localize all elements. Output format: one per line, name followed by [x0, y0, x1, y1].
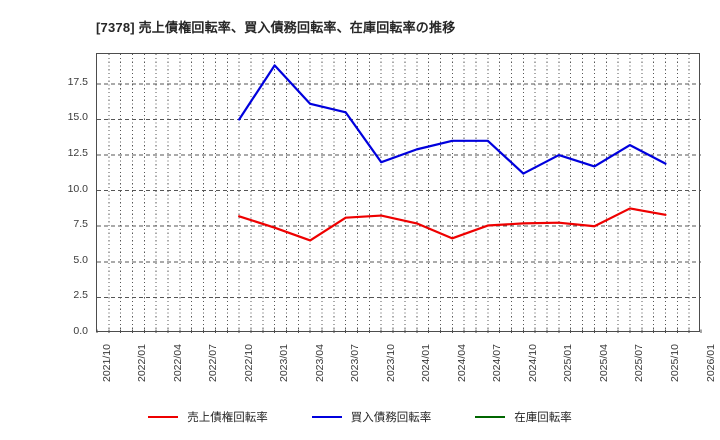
y-axis-tick-label: 5.0: [73, 253, 88, 266]
x-axis-tick-label: 2025/01: [562, 344, 575, 382]
x-axis-tick-label: 2022/04: [171, 344, 184, 382]
series-line: [238, 207, 667, 242]
plot-area: [96, 53, 702, 333]
legend-label: 買入債務回転率: [350, 412, 432, 424]
page-title: [7378] 売上債権回転率、買入債務回転率、在庫回転率の推移: [96, 20, 456, 35]
legend-item[interactable]: 在庫回転率: [475, 409, 572, 425]
legend-label: 売上債権回転率: [187, 412, 268, 424]
legend-item[interactable]: 売上債権回転率: [148, 409, 268, 425]
x-axis-tick-label: 2024/10: [526, 344, 539, 382]
x-axis-tick-label: 2023/04: [313, 344, 326, 382]
x-axis-tick-label: 2023/01: [278, 344, 291, 382]
y-axis-tick-label: 2.5: [73, 289, 88, 302]
x-axis-tick-label: 2024/07: [491, 344, 504, 382]
x-axis-tick-label: 2024/04: [455, 344, 468, 382]
y-axis-tick-label: 10.0: [67, 182, 88, 195]
gridlines: [96, 54, 702, 333]
legend-color-swatch: [311, 416, 342, 418]
legend: 売上債権回転率 買入債務回転率 在庫回転率: [0, 405, 720, 429]
y-axis-tick-label: 12.5: [67, 147, 88, 160]
x-axis-tick-label: 2026/01: [704, 344, 717, 382]
x-axis-tick-label: 2025/10: [668, 344, 681, 382]
x-axis-tick-label: 2022/10: [242, 344, 255, 382]
legend-label: 在庫回転率: [514, 412, 572, 424]
legend-color-swatch: [148, 416, 179, 418]
x-axis-tick-label: 2021/10: [100, 344, 113, 382]
y-axis-tick-label: 7.5: [73, 218, 88, 231]
x-axis-tick-label: 2022/01: [136, 344, 149, 382]
x-axis-tick-label: 2023/10: [384, 344, 397, 382]
x-axis-tick-label: 2023/07: [349, 344, 362, 382]
x-axis-tick-label: 2022/07: [207, 344, 220, 382]
x-axis-tick-label: 2024/01: [420, 344, 433, 382]
series-lines: [238, 64, 667, 242]
y-axis-tick-label: 0.0: [73, 325, 88, 337]
series-line: [238, 64, 667, 175]
y-axis-tick-label: 15.0: [67, 111, 88, 124]
x-axis-tick-label: 2025/07: [633, 344, 646, 382]
legend-item[interactable]: 買入債務回転率: [311, 409, 432, 425]
x-axis-tick-label: 2025/04: [597, 344, 610, 382]
y-axis-tick-label: 17.5: [67, 75, 88, 88]
legend-color-swatch: [475, 416, 506, 418]
